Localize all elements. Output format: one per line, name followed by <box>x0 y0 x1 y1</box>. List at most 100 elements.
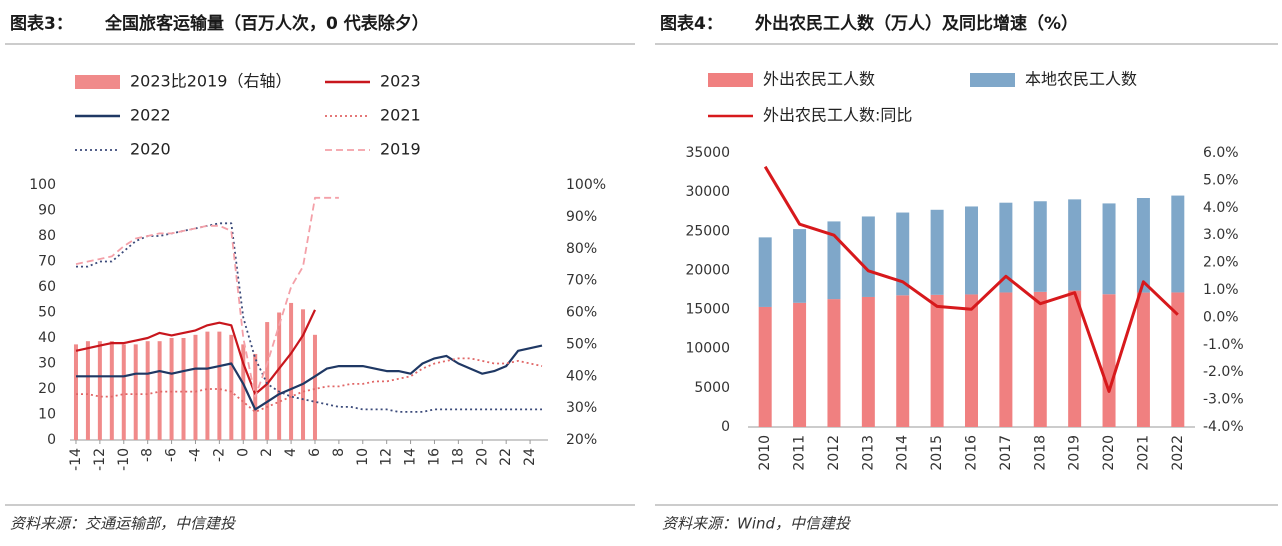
x-tick-label: -2 <box>211 448 227 462</box>
x-tick-label: 2013 <box>860 435 876 471</box>
bar <box>301 309 306 440</box>
y-tick-label: 70 <box>38 254 56 270</box>
bar <box>896 212 910 296</box>
figure-label: 图表3： <box>10 13 73 34</box>
chart-title: 全国旅客运输量（百万人次，0 代表除夕） <box>104 13 429 34</box>
x-tick-label: 2010 <box>757 435 773 471</box>
x-tick-label: -8 <box>140 448 156 462</box>
y-tick-label: 30000 <box>685 184 730 200</box>
y-tick-label: 0 <box>47 432 56 448</box>
x-tick-label: -10 <box>116 448 132 471</box>
bar <box>1136 292 1150 427</box>
x-tick-label: 2018 <box>1032 435 1048 471</box>
bar <box>965 294 978 427</box>
legend-label: 2022 <box>130 106 171 125</box>
x-tick-label: -4 <box>187 448 203 462</box>
y2-tick-label: 0.0% <box>1203 309 1239 325</box>
y-tick-label: 80 <box>38 228 56 244</box>
bar <box>1102 294 1116 427</box>
bar <box>861 296 875 427</box>
bar <box>793 302 807 427</box>
x-tick-label: 6 <box>307 448 323 457</box>
x-tick-label: 20 <box>474 448 490 466</box>
bar <box>97 341 102 440</box>
source: 资料来源：交通运输部，中信建投 <box>10 515 237 533</box>
x-tick-label: -12 <box>92 448 108 471</box>
x-tick-label: 2014 <box>895 435 911 471</box>
x-tick-label: 18 <box>450 448 466 466</box>
x-tick-label: 12 <box>379 448 395 466</box>
bar <box>193 334 198 440</box>
y-tick-label: 5000 <box>694 380 730 396</box>
bar <box>758 306 772 427</box>
y2-tick-label: 40% <box>566 368 597 384</box>
x-tick-label: -6 <box>164 448 180 462</box>
bar <box>930 294 944 427</box>
x-tick-label: 2 <box>259 448 275 457</box>
bar <box>157 341 162 440</box>
y2-tick-label: 2.0% <box>1203 255 1239 271</box>
bar <box>1171 292 1185 427</box>
x-tick-label: 2012 <box>826 435 842 471</box>
y-tick-label: 20 <box>38 381 56 397</box>
y-tick-label: 40 <box>38 330 56 346</box>
bar <box>1068 199 1082 291</box>
y-tick-label: 25000 <box>685 223 730 239</box>
legend-label: 2020 <box>130 140 171 159</box>
bar <box>312 334 317 440</box>
y2-tick-label: 4.0% <box>1203 200 1239 216</box>
y-tick-label: 0 <box>721 419 730 435</box>
bar <box>827 299 841 427</box>
x-tick-label: -14 <box>68 448 84 471</box>
y-tick-label: 90 <box>38 203 56 219</box>
x-tick-label: 8 <box>331 448 347 457</box>
bar <box>861 216 875 297</box>
x-tick-label: 10 <box>355 448 371 466</box>
line <box>75 309 316 396</box>
legend-label: 2021 <box>380 106 421 125</box>
y-tick-label: 15000 <box>685 302 730 318</box>
legend-swatch <box>970 73 1015 87</box>
figure-label: 图表4： <box>660 13 723 34</box>
x-tick-label: 2022 <box>1170 435 1186 471</box>
y2-tick-label: 1.0% <box>1203 282 1239 298</box>
legend-label: 2023 <box>380 72 421 91</box>
bar <box>121 344 126 440</box>
chart-title: 外出农民工人数（万人）及同比增速（%） <box>755 13 1078 34</box>
x-tick-label: 2020 <box>1101 435 1117 471</box>
x-tick-label: 16 <box>426 448 442 466</box>
bar <box>265 322 270 440</box>
bar <box>1171 195 1185 293</box>
legend-label: 本地农民工人数 <box>1025 70 1137 89</box>
legend-swatch <box>75 75 120 89</box>
bar <box>965 206 978 295</box>
y2-tick-label: 30% <box>566 400 597 416</box>
bar <box>1136 198 1150 293</box>
y2-tick-label: 90% <box>566 209 597 225</box>
x-tick-label: 4 <box>283 448 299 457</box>
y2-tick-label: 80% <box>566 241 597 257</box>
bar <box>896 295 910 427</box>
bar <box>229 334 234 440</box>
bar <box>109 341 114 440</box>
bar <box>217 331 222 440</box>
bar <box>205 331 210 440</box>
bar <box>999 292 1013 427</box>
line <box>75 196 339 398</box>
x-tick-label: 14 <box>403 448 419 466</box>
y-tick-label: 10 <box>38 407 56 423</box>
y-tick-label: 10000 <box>685 341 730 357</box>
x-tick-label: 2021 <box>1135 435 1151 471</box>
bar <box>827 221 841 300</box>
y-tick-label: 100 <box>29 177 56 193</box>
bar <box>85 341 90 440</box>
line <box>76 357 543 413</box>
bar <box>241 344 246 440</box>
bar <box>1102 203 1116 295</box>
bar <box>1033 291 1047 427</box>
y2-tick-label: 70% <box>566 273 597 289</box>
y-tick-label: 60 <box>38 279 56 295</box>
bar <box>930 209 944 295</box>
bar <box>181 338 186 440</box>
